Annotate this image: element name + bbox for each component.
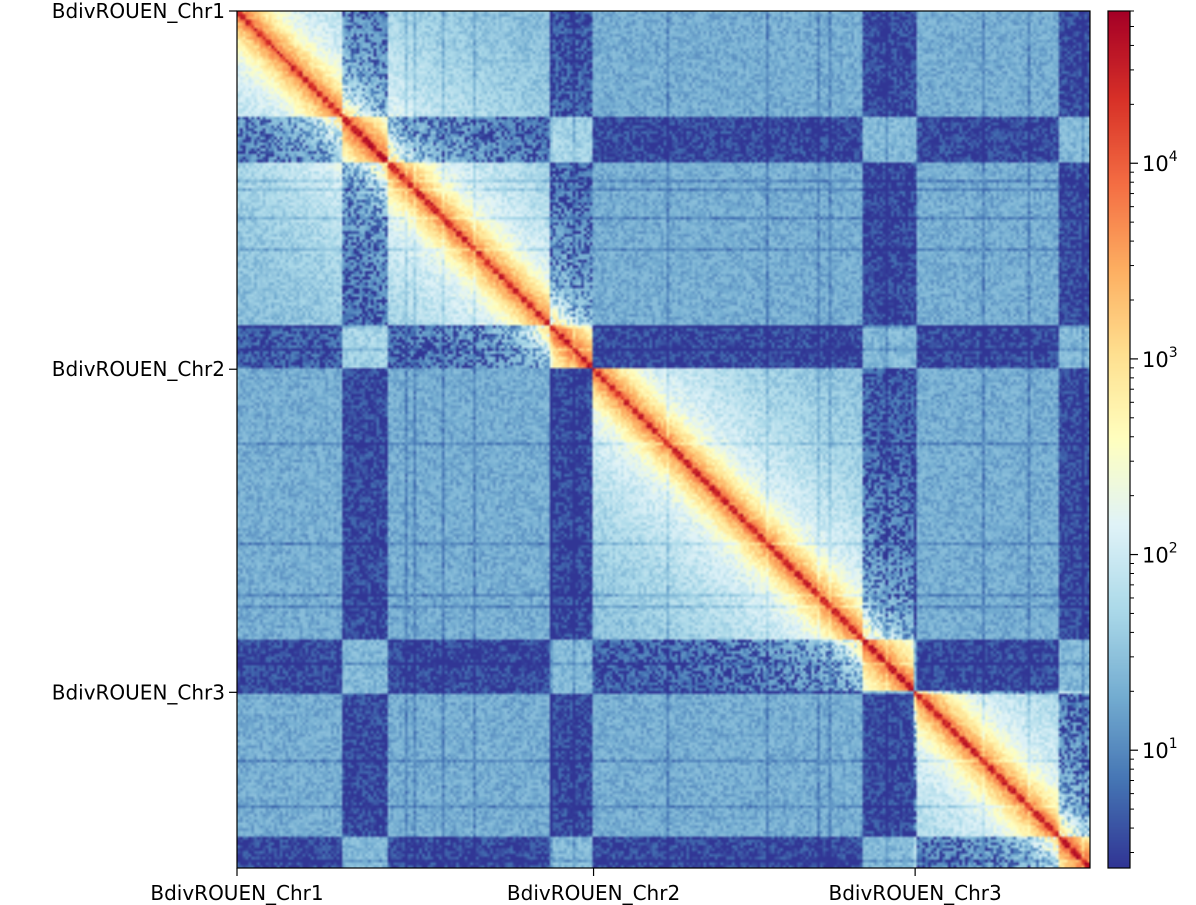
colorbar-tick-label: 103 (1142, 345, 1178, 372)
colorbar-tick-label: 102 (1142, 541, 1178, 568)
x-tick-label: BdivROUEN_Chr2 (507, 881, 680, 905)
colorbar-tick-label: 104 (1142, 149, 1178, 176)
heatmap (237, 11, 1090, 868)
x-tick-label: BdivROUEN_Chr1 (150, 881, 323, 905)
heatmap-frame (236, 10, 1091, 869)
colorbar-gradient (1108, 11, 1130, 868)
y-tick-label: BdivROUEN_Chr3 (52, 680, 225, 704)
y-tick-label: BdivROUEN_Chr1 (52, 0, 225, 23)
heatmap-axes: BdivROUEN_Chr1 BdivROUEN_Chr1 BdivROUEN_Ch… (52, 0, 1091, 905)
x-tick-label: BdivROUEN_Chr3 (828, 881, 1001, 905)
colorbar-frame (1107, 10, 1131, 869)
contact-matrix-image (237, 11, 1090, 868)
colorbar: 101 102 103 104 (1107, 10, 1178, 869)
y-tick-label: BdivROUEN_Chr2 (52, 357, 225, 381)
colorbar-tick-label: 101 (1142, 736, 1178, 763)
